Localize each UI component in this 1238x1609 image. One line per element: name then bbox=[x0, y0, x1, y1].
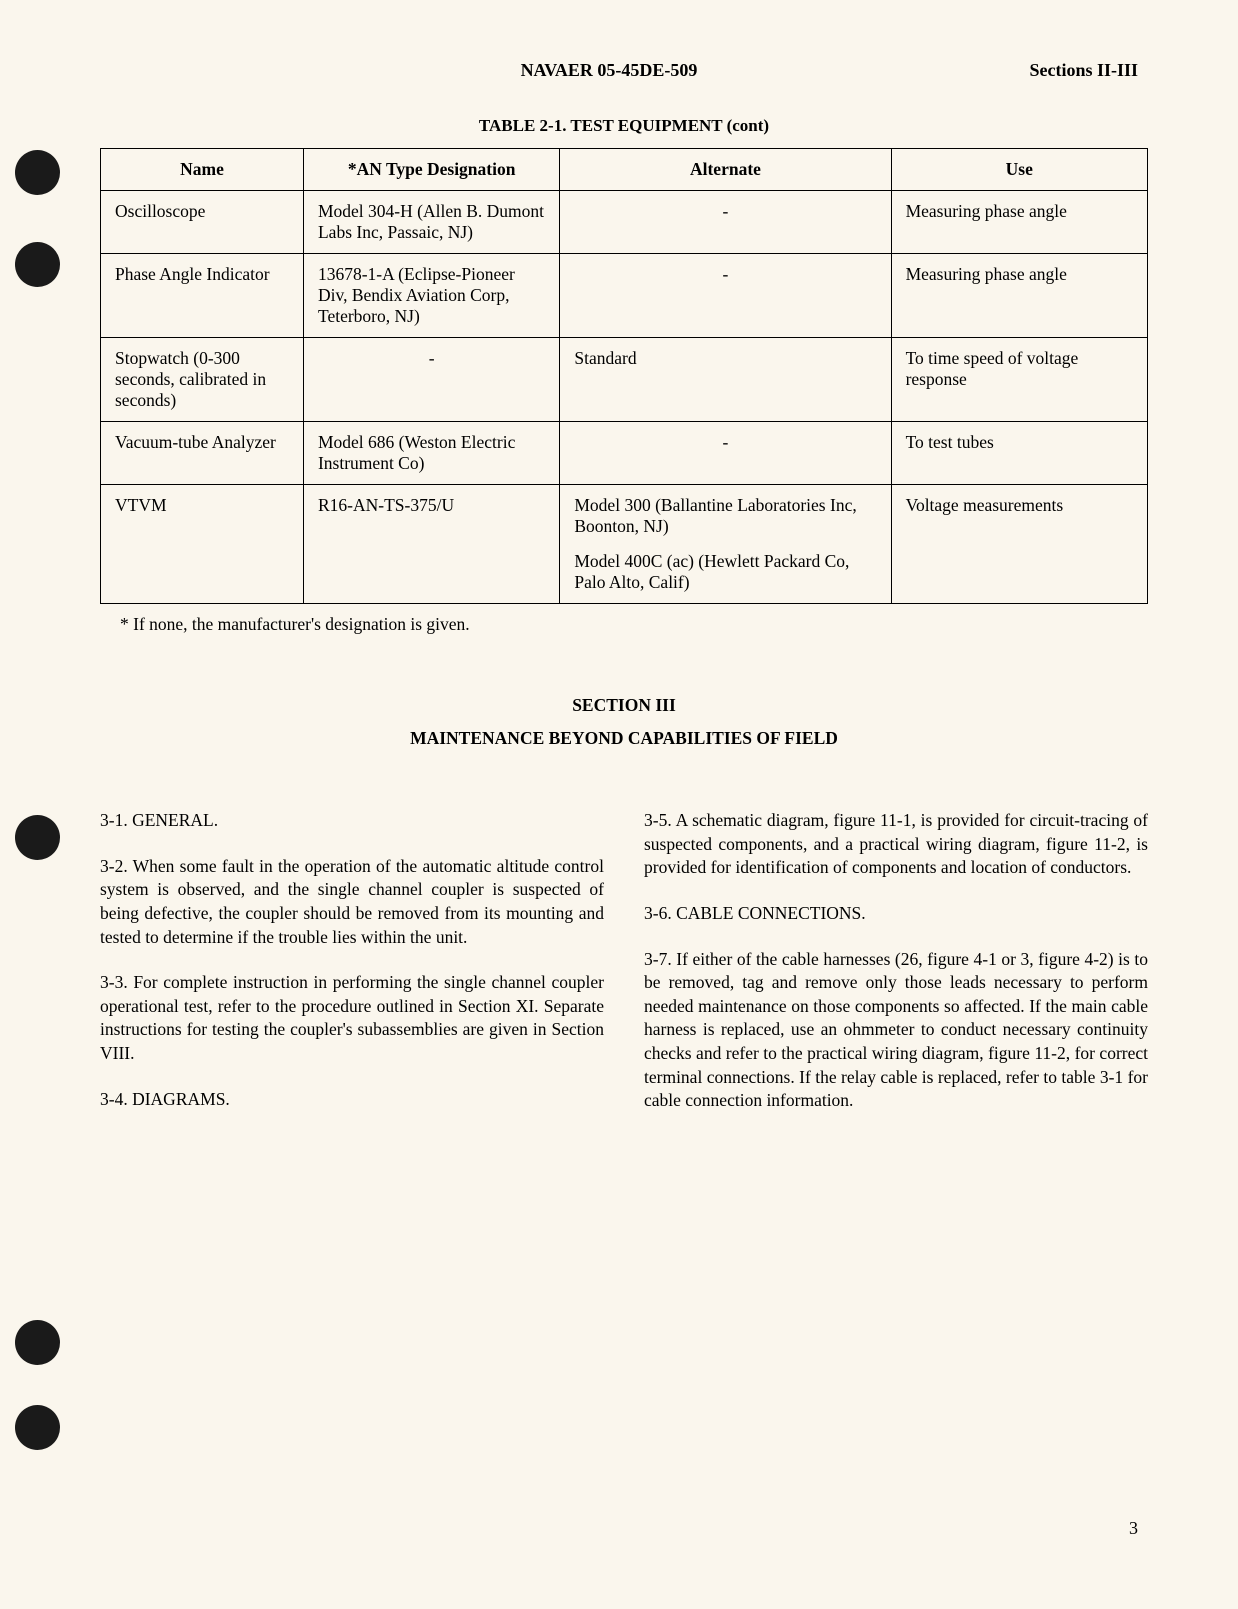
section-heading: SECTION III bbox=[100, 695, 1148, 716]
table-footnote: * If none, the manufacturer's designatio… bbox=[120, 614, 1148, 635]
cell-alternate: - bbox=[560, 191, 891, 254]
paragraph-heading: 3-6. CABLE CONNECTIONS. bbox=[644, 902, 1148, 926]
table-row: Phase Angle Indicator 13678-1-A (Eclipse… bbox=[101, 254, 1148, 338]
paragraph: 3-2. When some fault in the operation of… bbox=[100, 855, 604, 950]
punch-hole bbox=[15, 1405, 60, 1450]
paragraph: 3-5. A schematic diagram, figure 11-1, i… bbox=[644, 809, 1148, 880]
punch-hole bbox=[15, 150, 60, 195]
cell-use: Measuring phase angle bbox=[891, 254, 1147, 338]
cell-alternate: Model 300 (Ballantine Labora­tories Inc,… bbox=[560, 485, 891, 604]
cell-antype: - bbox=[303, 338, 559, 422]
cell-name: Phase Angle Indicator bbox=[101, 254, 304, 338]
alternate-option: Model 400C (ac) (Hewlett Packard Co, Pal… bbox=[574, 551, 876, 593]
cell-name: Oscilloscope bbox=[101, 191, 304, 254]
cell-antype: R16-AN-TS-375/U bbox=[303, 485, 559, 604]
cell-antype: Model 304-H (Allen B. Dumont Labs Inc, P… bbox=[303, 191, 559, 254]
cell-alternate: - bbox=[560, 254, 891, 338]
table-header-row: Name *AN Type Designation Alternate Use bbox=[101, 149, 1148, 191]
alternate-option: Model 300 (Ballantine Labora­tories Inc,… bbox=[574, 495, 876, 537]
punch-hole bbox=[15, 1320, 60, 1365]
table-row: Vacuum-tube Analyzer Model 686 (Weston E… bbox=[101, 422, 1148, 485]
punch-hole bbox=[15, 815, 60, 860]
table-row: VTVM R16-AN-TS-375/U Model 300 (Ballanti… bbox=[101, 485, 1148, 604]
cell-name: Vacuum-tube Analyzer bbox=[101, 422, 304, 485]
right-column: 3-5. A schematic diagram, figure 11-1, i… bbox=[644, 809, 1148, 1135]
table-row: Oscilloscope Model 304-H (Allen B. Dumon… bbox=[101, 191, 1148, 254]
table-title: TABLE 2-1. TEST EQUIPMENT (cont) bbox=[100, 116, 1148, 136]
page-number: 3 bbox=[1129, 1518, 1138, 1539]
cell-use: To test tubes bbox=[891, 422, 1147, 485]
section-subheading: MAINTENANCE BEYOND CAPABILITIES OF FIELD bbox=[100, 728, 1148, 749]
cell-use: Measuring phase angle bbox=[891, 191, 1147, 254]
cell-antype: Model 686 (Weston Electric Instrument Co… bbox=[303, 422, 559, 485]
paragraph-heading: 3-4. DIAGRAMS. bbox=[100, 1088, 604, 1112]
punch-hole bbox=[15, 242, 60, 287]
test-equipment-table: Name *AN Type Designation Alternate Use … bbox=[100, 148, 1148, 604]
col-header-name: Name bbox=[101, 149, 304, 191]
document-id: NAVAER 05-45DE-509 bbox=[230, 60, 988, 81]
cell-antype: 13678-1-A (Eclipse-Pioneer Div, Bendix A… bbox=[303, 254, 559, 338]
body-columns: 3-1. GENERAL. 3-2. When some fault in th… bbox=[100, 809, 1148, 1135]
col-header-use: Use bbox=[891, 149, 1147, 191]
cell-use: To time speed of voltage response bbox=[891, 338, 1147, 422]
header-left-spacer bbox=[110, 60, 230, 81]
paragraph: 3-3. For complete instruction in perform… bbox=[100, 971, 604, 1066]
table-row: Stopwatch (0-300 seconds, calibrated in … bbox=[101, 338, 1148, 422]
cell-name: VTVM bbox=[101, 485, 304, 604]
cell-alternate: Standard bbox=[560, 338, 891, 422]
left-column: 3-1. GENERAL. 3-2. When some fault in th… bbox=[100, 809, 604, 1135]
col-header-alternate: Alternate bbox=[560, 149, 891, 191]
cell-alternate: - bbox=[560, 422, 891, 485]
cell-use: Voltage measure­ments bbox=[891, 485, 1147, 604]
sections-label: Sections II-III bbox=[988, 60, 1138, 81]
page-header: NAVAER 05-45DE-509 Sections II-III bbox=[100, 60, 1148, 96]
paragraph-heading: 3-1. GENERAL. bbox=[100, 809, 604, 833]
cell-name: Stopwatch (0-300 seconds, calibrated in … bbox=[101, 338, 304, 422]
paragraph: 3-7. If either of the cable harnesses (2… bbox=[644, 948, 1148, 1113]
col-header-antype: *AN Type Designation bbox=[303, 149, 559, 191]
